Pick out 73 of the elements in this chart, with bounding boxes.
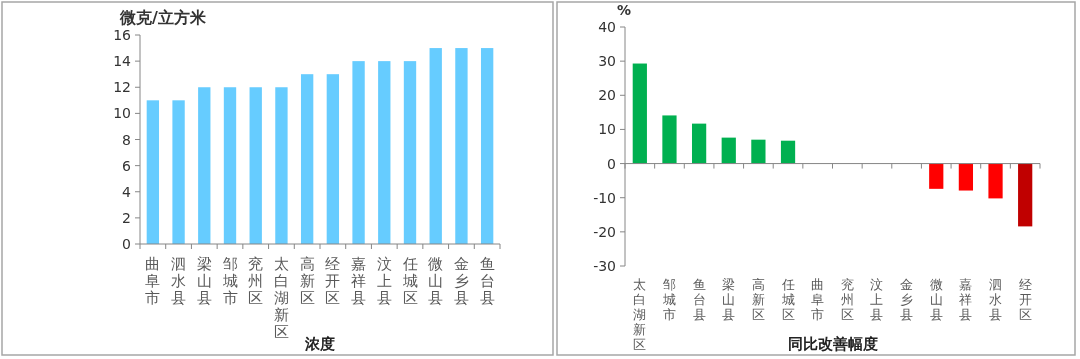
x-tick-label: 汶上县 [376, 255, 392, 307]
bar [249, 87, 262, 244]
bar [455, 48, 468, 244]
bar [691, 123, 707, 164]
x-tick-label: 微山县 [428, 255, 444, 307]
y-tick-label: 12 [113, 79, 131, 96]
bar [378, 61, 391, 244]
x-tick-label: 金乡县 [453, 255, 469, 307]
y-tick-label: 16 [113, 27, 132, 43]
y-tick-label: 0 [122, 236, 131, 252]
x-tick-label: 任城区 [401, 255, 418, 307]
bar [721, 137, 736, 164]
x-tick-label: 兖州区 [840, 277, 854, 322]
x-tick-label: 高新区 [299, 255, 315, 307]
x-tick-label: 汶上县 [870, 277, 884, 322]
x-tick-label: 嘉祥县 [959, 277, 973, 322]
bar [403, 61, 417, 244]
x-tick-label: 嘉祥县 [351, 255, 367, 307]
bar [780, 140, 796, 164]
y-tick-label: 30 [598, 53, 616, 70]
y-tick-label: 2 [122, 209, 131, 226]
x-tick-label: 泗水县 [989, 277, 1003, 322]
bar [632, 63, 647, 164]
y-tick-label: -20 [593, 223, 616, 240]
y-tick-label: 6 [122, 157, 132, 174]
y-tick-label: 10 [113, 105, 131, 122]
y-tick-label: 8 [122, 131, 131, 148]
x-tick-label: 邹城市 [661, 277, 676, 322]
bar [172, 100, 185, 244]
y-tick-label: 0 [607, 155, 616, 172]
x-tick-label: 太白湖新区 [633, 277, 647, 352]
x-tick-label: 经开区 [1018, 277, 1032, 322]
x-tick-label: 曲阜市 [811, 277, 825, 322]
x-tick-label: 经开区 [325, 255, 341, 307]
x-tick-label: 鱼台县 [692, 277, 706, 322]
x-axis-title: 浓度 [304, 335, 335, 353]
x-tick-label: 鱼台县 [479, 255, 495, 307]
y-tick-label: 40 [598, 19, 616, 35]
bar [326, 74, 340, 244]
x-tick-label: 泗水县 [171, 255, 187, 307]
y-tick-label: 20 [598, 87, 616, 104]
bar [429, 48, 442, 244]
x-tick-label: 梁山县 [196, 255, 212, 307]
x-tick-label: 太白湖新区 [273, 255, 289, 341]
x-axis-title: 同比改善幅度 [787, 335, 878, 353]
y-axis-title: % [617, 2, 632, 18]
x-tick-label: 梁山县 [722, 277, 736, 322]
bar [988, 163, 1003, 199]
bar [352, 61, 365, 244]
bar [662, 115, 677, 164]
y-tick-label: -30 [593, 258, 616, 274]
x-tick-label: 曲阜市 [145, 255, 161, 307]
bar [146, 100, 160, 244]
bar [198, 87, 211, 244]
y-tick-label: 10 [598, 121, 616, 138]
x-tick-label: 兖州区 [248, 255, 264, 307]
bar [958, 163, 974, 191]
x-tick-label: 任城区 [780, 277, 795, 322]
y-tick-label: 4 [122, 183, 132, 200]
y-axis-title: 微克/立方米 [119, 8, 207, 27]
bar [223, 87, 237, 244]
x-tick-label: 金乡县 [900, 277, 914, 322]
bar [300, 74, 314, 244]
bar [1018, 163, 1033, 227]
y-tick-label: -10 [593, 189, 616, 206]
x-tick-label: 邹城市 [221, 255, 238, 307]
bar [275, 87, 288, 244]
x-tick-label: 高新区 [751, 277, 765, 322]
y-tick-label: 14 [113, 53, 132, 70]
x-tick-label: 微山县 [929, 277, 943, 322]
bar [929, 163, 944, 189]
bar [751, 139, 766, 164]
bar [480, 48, 494, 244]
